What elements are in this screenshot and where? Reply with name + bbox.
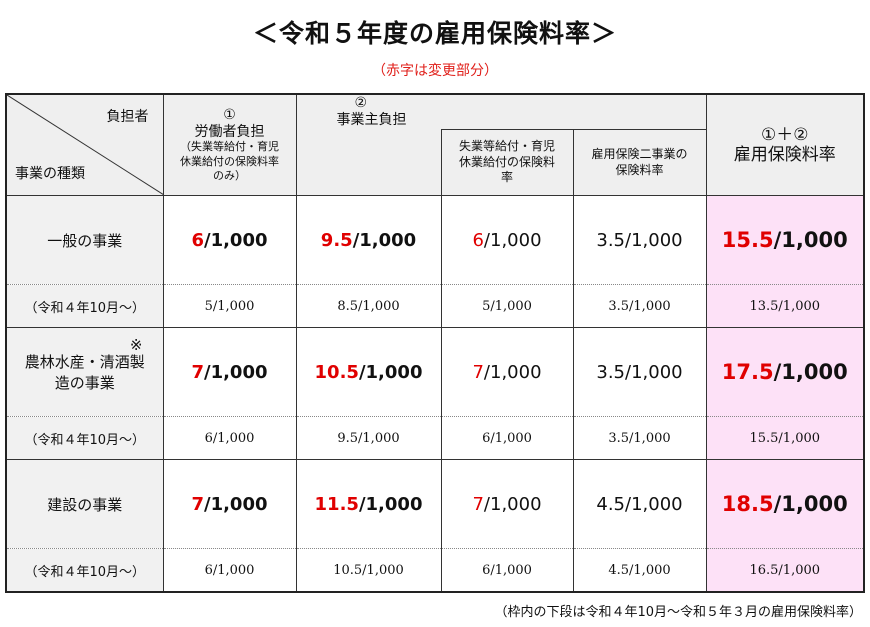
previous-rate-cell: 5/1,000	[162, 284, 297, 328]
previous-rate-row: （令和４年10月～） 5/1,000 8.5/1,000 5/1,000 3.5/1,0…	[5, 284, 865, 328]
rate-rest: 4.5/1,000	[596, 493, 683, 515]
changed-part: 7	[472, 361, 484, 383]
changed-part: 17.5	[721, 360, 774, 384]
business-name-text: 建設の事業	[47, 495, 123, 514]
business-name-text: 農林水産・清酒製造の事業	[24, 353, 145, 392]
business-name: ※ 農林水産・清酒製造の事業	[5, 327, 164, 417]
rate-rest: /1,000	[773, 228, 848, 252]
rate-cell: 15.5/1,000	[705, 195, 865, 285]
rate-cell: 7/1,000	[162, 327, 297, 417]
rate-row: 一般の事業 6/1,000 9.5/1,000 6/1,000 3.5/1,000 15.…	[5, 195, 865, 285]
rate-rest: /1,000	[204, 229, 268, 251]
employer-sub1-header: 失業等給付・育児休業給付の保険料率	[440, 129, 574, 196]
previous-rate-cell: 8.5/1,000	[295, 284, 442, 328]
previous-rate-cell: 6/1,000	[440, 548, 574, 593]
rate-rest: /1,000	[773, 360, 848, 384]
changed-part: 6	[472, 229, 484, 251]
changed-part: 6	[191, 229, 204, 251]
business-name-text: 一般の事業	[47, 231, 123, 250]
rate-cell: 9.5/1,000	[295, 195, 442, 285]
changed-part: 7	[191, 361, 204, 383]
rate-rest: /1,000	[204, 361, 268, 383]
changed-part: 11.5	[314, 493, 359, 515]
rate-rest: 3.5/1,000	[596, 229, 683, 251]
rate-cell: 3.5/1,000	[572, 327, 707, 417]
num-1-plus-2: ①＋②	[761, 124, 809, 145]
rate-cell: 3.5/1,000	[572, 195, 707, 285]
previous-period-label: （令和４年10月～）	[5, 284, 164, 328]
footnote: （枠内の下段は令和４年10月～令和５年３月の雇用保険料率）	[494, 605, 862, 620]
business-type-label: 事業の種類	[15, 166, 85, 183]
previous-rate-cell: 6/1,000	[162, 416, 297, 460]
worker-header: ① 労働者負担 （失業等給付・育児休業給付の保険料率のみ）	[162, 93, 297, 196]
rate-rest: 3.5/1,000	[596, 361, 683, 383]
previous-rate-cell: 10.5/1,000	[295, 548, 442, 593]
subtitle: （赤字は変更部分）	[372, 63, 498, 79]
rate-cell: 6/1,000	[162, 195, 297, 285]
previous-period-label: （令和４年10月～）	[5, 548, 164, 593]
rate-cell: 10.5/1,000	[295, 327, 442, 417]
changed-part: 10.5	[314, 361, 359, 383]
employer-header: ② 事業主負担	[295, 93, 707, 130]
previous-rate-cell: 3.5/1,000	[572, 284, 707, 328]
previous-rate-cell: 15.5/1,000	[705, 416, 865, 460]
rate-rest: /1,000	[358, 493, 423, 515]
previous-rate-cell: 6/1,000	[162, 548, 297, 593]
previous-period-label: （令和４年10月～）	[5, 416, 164, 460]
num-2: ②	[354, 95, 368, 112]
rate-cell: 17.5/1,000	[705, 327, 865, 417]
previous-rate-row: （令和４年10月～） 6/1,000 9.5/1,000 6/1,000 3.5/1,0…	[5, 416, 865, 460]
note-mark: ※	[129, 336, 143, 354]
rate-cell: 18.5/1,000	[705, 459, 865, 549]
business-name: 一般の事業	[5, 195, 164, 285]
rate-row: 建設の事業 7/1,000 11.5/1,000 7/1,000 4.5/1,000 18…	[5, 459, 865, 549]
rate-cell: 6/1,000	[440, 195, 574, 285]
page-title: ＜令和５年度の雇用保険料率＞	[252, 19, 617, 48]
changed-part: 7	[191, 493, 204, 515]
rate-rest: /1,000	[483, 361, 542, 383]
rate-cell: 4.5/1,000	[572, 459, 707, 549]
changed-part: 7	[472, 493, 484, 515]
previous-rate-cell: 3.5/1,000	[572, 416, 707, 460]
num-1: ①	[223, 106, 236, 123]
rate-cell: 7/1,000	[440, 327, 574, 417]
business-name: 建設の事業	[5, 459, 164, 549]
rate-rest: /1,000	[352, 229, 417, 251]
previous-rate-cell: 5/1,000	[440, 284, 574, 328]
payer-label: 負担者	[106, 109, 149, 125]
worker-note: （失業等給付・育児休業給付の保険料率のみ）	[180, 140, 279, 182]
worker-label: 労働者負担	[194, 123, 265, 140]
rate-rest: /1,000	[773, 492, 848, 516]
previous-rate-cell: 16.5/1,000	[705, 548, 865, 593]
corner-header-cell: 負担者 事業の種類	[5, 93, 164, 196]
rate-rest: /1,000	[204, 493, 268, 515]
rate-rest: /1,000	[358, 361, 423, 383]
changed-part: 9.5	[320, 229, 353, 251]
rate-cell: 11.5/1,000	[295, 459, 442, 549]
rate-cell: 7/1,000	[440, 459, 574, 549]
previous-rate-cell: 4.5/1,000	[572, 548, 707, 593]
changed-part: 15.5	[721, 228, 774, 252]
total-label: 雇用保険料率	[733, 145, 836, 165]
insurance-rate-table: 負担者 事業の種類 ① 労働者負担 （失業等給付・育児休業給付の保険料率のみ） …	[5, 93, 865, 593]
rate-rest: /1,000	[483, 229, 542, 251]
changed-part: 18.5	[721, 492, 774, 516]
employer-sub2-header: 雇用保険二事業の保険料率	[572, 129, 707, 196]
rate-cell: 7/1,000	[162, 459, 297, 549]
previous-rate-cell: 9.5/1,000	[295, 416, 442, 460]
previous-rate-cell: 13.5/1,000	[705, 284, 865, 328]
rate-row: ※ 農林水産・清酒製造の事業 7/1,000 10.5/1,000 7/1,000 3.5…	[5, 327, 865, 417]
total-header: ①＋② 雇用保険料率	[705, 93, 865, 196]
previous-rate-row: （令和４年10月～） 6/1,000 10.5/1,000 6/1,000 4.5/1,…	[5, 548, 865, 593]
employer-label: 事業主負担	[336, 112, 407, 129]
rate-rest: /1,000	[483, 493, 542, 515]
previous-rate-cell: 6/1,000	[440, 416, 574, 460]
